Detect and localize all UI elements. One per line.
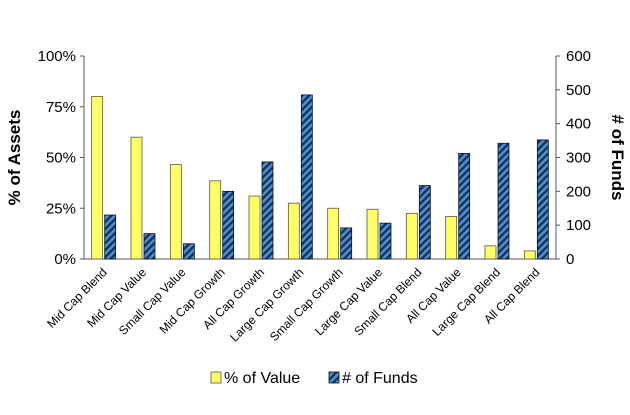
bars-group xyxy=(91,94,549,260)
bar-pct-value xyxy=(327,207,340,260)
y2-tick-label: 100 xyxy=(566,217,591,234)
bar-num-funds xyxy=(418,185,431,260)
y2-tick-label: 400 xyxy=(566,116,591,133)
legend-swatch-num-funds xyxy=(328,371,340,384)
legend-swatch-pct-value xyxy=(210,371,222,384)
x-category-label: Large Cap Blend xyxy=(430,265,504,339)
bar-pct-value xyxy=(209,180,222,260)
bar-num-funds xyxy=(143,233,156,260)
bar-pct-value xyxy=(130,136,143,260)
x-category-label: Large Cap Value xyxy=(312,265,385,338)
y2-tick-label: 300 xyxy=(566,150,591,167)
bar-num-funds xyxy=(340,227,353,260)
bar-pct-value xyxy=(484,245,497,260)
bar-num-funds xyxy=(104,214,117,260)
bar-pct-value xyxy=(523,250,536,260)
bar-num-funds xyxy=(536,139,549,260)
legend: % of Value # of Funds xyxy=(210,370,418,387)
y2-axis-title: # of Funds xyxy=(608,115,627,201)
bar-pct-value xyxy=(169,164,182,260)
bar-num-funds xyxy=(458,153,471,260)
axes-group: 0% 25% 50% 75% 100% 0 100 200 300 400 500 600 % of A… xyxy=(5,48,627,268)
bar-num-funds xyxy=(379,222,392,260)
bar-pct-value xyxy=(405,212,418,260)
bar-num-funds xyxy=(497,142,510,260)
bar-pct-value xyxy=(91,96,104,260)
y-tick-label: 25% xyxy=(46,200,76,217)
y2-tick-label: 600 xyxy=(566,48,591,65)
y-tick-label: 75% xyxy=(46,99,76,116)
y2-tick-label: 200 xyxy=(566,183,591,200)
x-category-label: Small Cap Growth xyxy=(267,265,346,344)
bar-num-funds xyxy=(261,161,274,260)
legend-label-pct-value: % of Value xyxy=(224,370,300,387)
bar-pct-value xyxy=(287,202,300,260)
bar-pct-value xyxy=(445,215,458,260)
bar-pct-value xyxy=(366,208,379,260)
bar-num-funds xyxy=(222,190,235,260)
x-category-label: Small Cap Blend xyxy=(351,265,424,338)
y-tick-label: 0% xyxy=(54,251,76,268)
bar-num-funds xyxy=(300,94,313,260)
bar-pct-value xyxy=(248,195,261,260)
bar-num-funds xyxy=(182,243,195,260)
y2-tick-label: 500 xyxy=(566,82,591,99)
legend-label-num-funds: # of Funds xyxy=(342,370,418,387)
y-axis-title: % of Assets xyxy=(5,110,24,206)
y-tick-label: 100% xyxy=(38,48,76,65)
x-category-label: Small Cap Value xyxy=(116,265,189,338)
y-tick-label: 50% xyxy=(46,150,76,167)
x-category-label: Large Cap Growth xyxy=(227,265,306,344)
y2-tick-label: 0 xyxy=(566,251,574,268)
